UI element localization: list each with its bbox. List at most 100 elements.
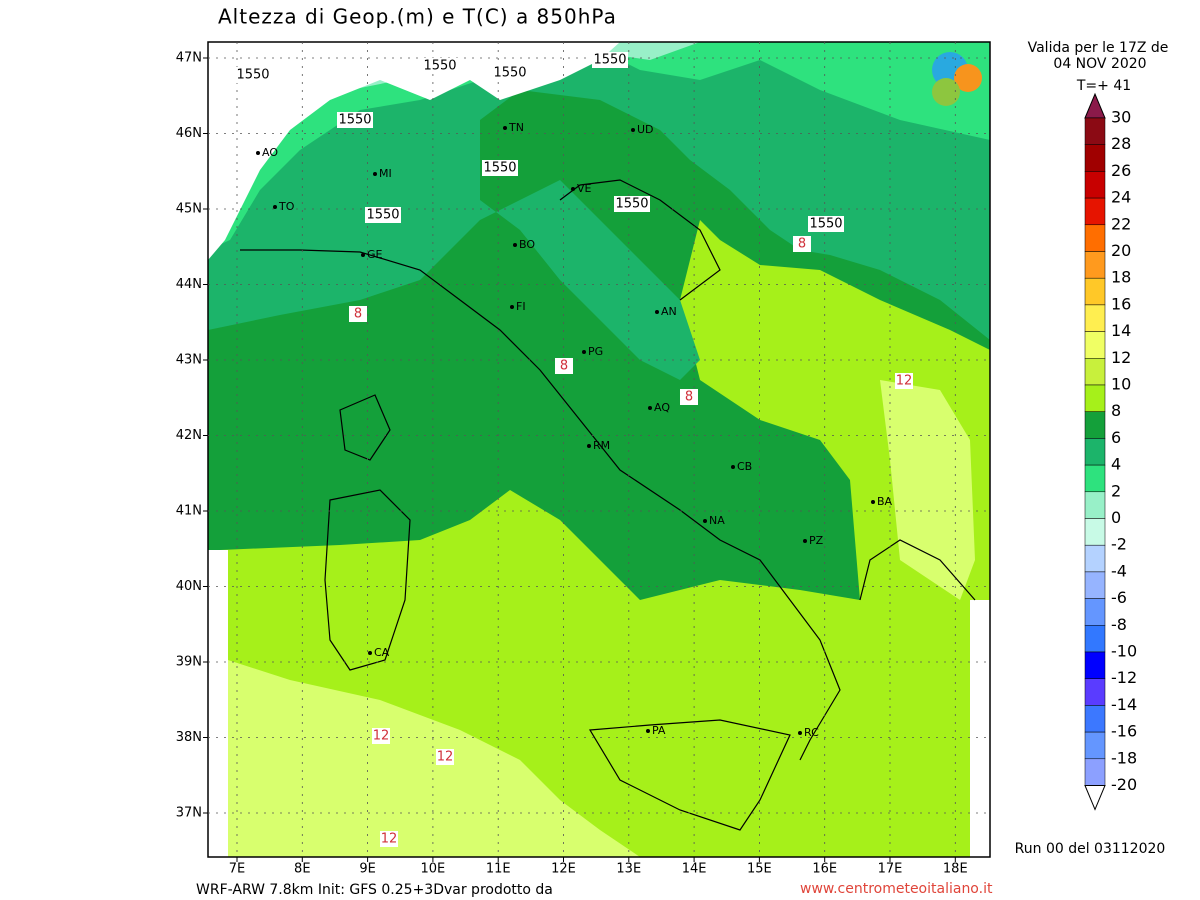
corsica xyxy=(339,394,391,461)
contour-label: 1550 xyxy=(338,113,371,128)
field-12-14-east xyxy=(880,380,975,600)
colorbar-swatch xyxy=(1084,625,1106,653)
city-label: CA xyxy=(374,646,390,659)
city-label: TN xyxy=(508,121,524,134)
city-dot xyxy=(646,729,650,733)
contour-label: 1550 xyxy=(366,208,399,223)
city-label: VE xyxy=(577,182,592,195)
lon-label: 15E xyxy=(747,862,772,877)
colorbar-swatch xyxy=(1084,117,1106,145)
colorbar-label: 0 xyxy=(1111,508,1121,527)
colorbar-swatch xyxy=(1084,384,1106,412)
colorbar-label: 28 xyxy=(1111,134,1131,153)
city-dot xyxy=(368,651,372,655)
colorbar-label: -20 xyxy=(1111,775,1137,794)
no-data-edge xyxy=(208,550,228,857)
colorbar-label: 18 xyxy=(1111,268,1131,287)
lat-label: 41N xyxy=(176,504,202,519)
contour-label-box xyxy=(380,831,398,847)
logo-part xyxy=(954,64,982,92)
city-label: RC xyxy=(804,726,819,739)
lat-label: 40N xyxy=(176,579,202,594)
colorbar-label: 24 xyxy=(1111,188,1131,207)
city-label: BA xyxy=(877,495,893,508)
city-label: AN xyxy=(661,305,677,318)
run-info: Run 00 del 03112020 xyxy=(1015,841,1166,857)
city-dot xyxy=(648,406,652,410)
contour-label-box xyxy=(436,749,454,765)
city-dot xyxy=(513,243,517,247)
contour-label-box xyxy=(235,67,271,83)
colorbar-swatch xyxy=(1084,144,1106,172)
city-label: GE xyxy=(367,248,383,261)
contour-label-box xyxy=(592,52,628,68)
colorbar-label: -10 xyxy=(1111,642,1137,661)
lat-label: 42N xyxy=(176,428,202,443)
colorbar-swatch xyxy=(1084,464,1106,493)
contour-label: 12 xyxy=(896,374,913,389)
lon-label: 9E xyxy=(359,862,376,877)
city-dot xyxy=(587,444,591,448)
city-dot xyxy=(273,205,277,209)
coastline xyxy=(240,179,976,761)
city-dot xyxy=(871,500,875,504)
lat-label: 45N xyxy=(176,202,202,217)
contour-label-box xyxy=(680,389,698,405)
colorbar-label: 12 xyxy=(1111,348,1131,367)
lat-label: 39N xyxy=(176,655,202,670)
colorbar-label: -4 xyxy=(1111,561,1127,580)
city-label: BO xyxy=(519,238,535,251)
contour-label-box xyxy=(614,196,650,212)
contour-label-box xyxy=(422,58,458,74)
lon-label: 13E xyxy=(616,862,641,877)
colorbar-label: -2 xyxy=(1111,535,1127,554)
lon-label: 16E xyxy=(812,862,837,877)
colorbar-label: 14 xyxy=(1111,321,1131,340)
website: www.centrometeoitaliano.it xyxy=(800,881,993,897)
city-dot xyxy=(256,151,260,155)
contour-label-box xyxy=(555,358,573,374)
lon-label: 18E xyxy=(943,862,968,877)
city-label: PA xyxy=(652,724,666,737)
city-label: PG xyxy=(588,345,603,358)
colorbar-swatch xyxy=(1084,251,1106,279)
colorbar-swatch xyxy=(1084,197,1106,226)
city-label: RM xyxy=(593,439,610,452)
contour-label: 8 xyxy=(685,390,693,405)
colorbar-swatch xyxy=(1084,731,1106,760)
city-dot xyxy=(655,310,659,314)
contour-label-box xyxy=(337,112,373,128)
logo-part xyxy=(932,78,960,106)
colorbar-label: -8 xyxy=(1111,615,1127,634)
contour-label: 1550 xyxy=(483,161,516,176)
colorbar-swatch xyxy=(1084,358,1106,386)
contour-label-box xyxy=(482,160,518,176)
field-6-8 xyxy=(208,42,990,380)
lon-label: 17E xyxy=(878,862,903,877)
contour-label: 1550 xyxy=(423,59,456,74)
coastlines xyxy=(240,179,976,831)
city-label: AO xyxy=(262,146,278,159)
lat-label: 44N xyxy=(176,277,202,292)
lon-label: 11E xyxy=(486,862,511,877)
colorbar-label: -18 xyxy=(1111,748,1137,767)
colorbar-label: 10 xyxy=(1111,375,1131,394)
colorbar-label: -6 xyxy=(1111,588,1127,607)
valid-line: 04 NOV 2020 xyxy=(1053,56,1146,72)
city-dot xyxy=(373,172,377,176)
colorbar-label: 22 xyxy=(1111,214,1131,233)
contour-label: 1550 xyxy=(809,217,842,232)
colorbar-label: 20 xyxy=(1111,241,1131,260)
lon-label: 7E xyxy=(229,862,246,877)
contour-label-box xyxy=(365,207,401,223)
colorbar-swatch xyxy=(1084,705,1106,733)
title: Altezza di Geop.(m) e T(C) a 850hPa xyxy=(218,5,617,29)
colorbar-swatch xyxy=(1084,304,1106,332)
colorbar-label: -12 xyxy=(1111,668,1137,687)
colorbar-label: -16 xyxy=(1111,722,1137,741)
contour-label: 8 xyxy=(354,307,362,322)
colorbar-swatch xyxy=(1084,651,1106,679)
map-frame xyxy=(207,41,991,858)
city-dot xyxy=(731,465,735,469)
